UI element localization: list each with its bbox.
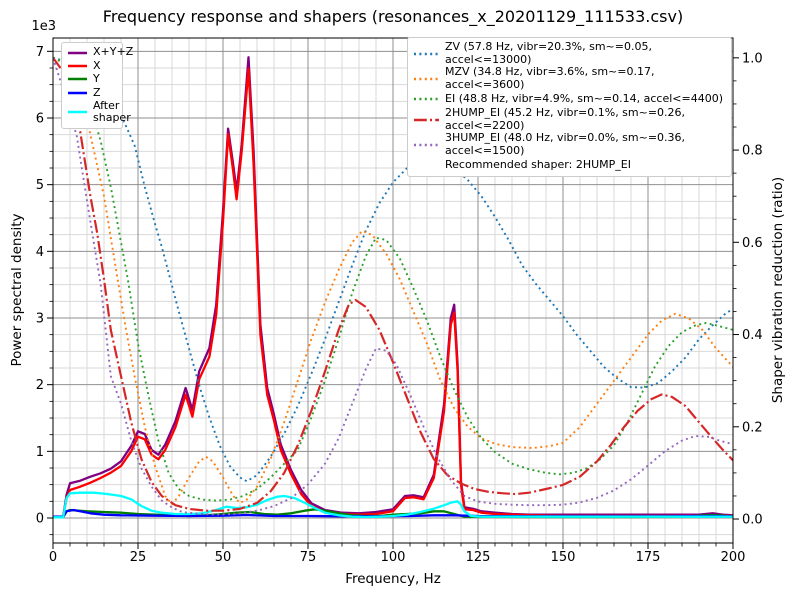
legend-line-sample	[68, 91, 87, 95]
legend-line-sample	[68, 111, 87, 114]
legend-label: Z	[93, 85, 101, 99]
legend-item: 3HUMP_EI (48.0 Hz, vibr=0.0%, sm~=0.36, …	[413, 131, 725, 157]
tick-label: 0	[49, 550, 57, 565]
series-psd_sum	[53, 56, 733, 518]
series-two_hump_ei	[53, 57, 733, 512]
legend-item: 2HUMP_EI (45.2 Hz, vibr=0.1%, sm~=0.26, …	[413, 105, 725, 132]
series-three_hump_ei	[53, 57, 733, 516]
tick-label: 125	[466, 550, 491, 565]
legend-label: After shaper	[93, 98, 131, 125]
legend-label: 3HUMP_EI (48.0 Hz, vibr=0.0%, sm~=0.36, …	[445, 131, 686, 157]
legend-line-sample	[414, 143, 439, 147]
legend-line-sample	[414, 52, 439, 55]
tick-label: 6	[36, 112, 44, 127]
y-axis-offset-label: 1e3	[31, 19, 56, 34]
series-mzv	[53, 56, 733, 506]
y-axis-label-right: Shaper vibration reduction (ratio)	[770, 176, 786, 404]
series-psd_x	[53, 67, 733, 518]
legend-label: X+Y+Z	[93, 45, 134, 59]
legend-item: EI (48.8 Hz, vibr=4.9%, sm~=0.14, accel<…	[413, 92, 725, 107]
tick-label: 100	[381, 550, 406, 565]
tick-label: 0.4	[742, 328, 763, 343]
legend-label: ZV (57.8 Hz, vibr=20.3%, sm~=0.05, accel…	[445, 40, 652, 66]
tick-label: 0	[36, 512, 44, 527]
tick-label: 1.0	[742, 51, 763, 66]
tick-label: 25	[130, 550, 147, 565]
recommended-shaper-text: Recommended shaper: 2HUMP_EI	[445, 157, 631, 171]
tick-label: 75	[300, 550, 317, 565]
legend-item: X+Y+Z	[67, 46, 133, 59]
legend-line-sample	[414, 98, 439, 101]
series-psd_after_shaper	[53, 491, 733, 519]
x-axis-label: Frequency, Hz	[345, 571, 441, 587]
tick-label: 50	[215, 550, 232, 565]
series-zv	[53, 56, 733, 483]
y-axis-label-left: Power spectral density	[9, 213, 25, 367]
tick-label: 0.8	[742, 144, 763, 159]
tick-label: 5	[36, 178, 44, 193]
legend-line-sample	[68, 51, 87, 54]
tick-label: 3	[36, 312, 44, 327]
legend-line-sample	[68, 78, 87, 81]
legend-line-sample	[414, 118, 439, 121]
tick-label: 150	[551, 550, 576, 565]
tick-label: 0.0	[742, 513, 763, 528]
legend-label: Y	[93, 72, 100, 86]
legend-label: 2HUMP_EI (45.2 Hz, vibr=0.1%, sm~=0.26, …	[445, 105, 686, 132]
legend-item: After shaper	[67, 99, 131, 125]
legend-item: Z	[67, 86, 116, 99]
chart-title: Frequency response and shapers (resonanc…	[102, 7, 684, 26]
legend-label: EI (48.8 Hz, vibr=4.9%, sm~=0.14, accel<…	[445, 91, 723, 105]
legend-label: X	[93, 58, 101, 72]
legend-item: X	[67, 59, 116, 72]
tick-label: 175	[636, 550, 661, 565]
tick-label: 0.2	[742, 420, 763, 435]
tick-label: 7	[36, 45, 44, 60]
tick-label: 1	[36, 445, 44, 460]
legend-label: MZV (34.8 Hz, vibr=3.6%, sm~=0.17, accel…	[445, 65, 655, 91]
tick-label: 200	[721, 550, 746, 565]
tick-label: 0.6	[742, 236, 763, 251]
legend-shapers: ZV (57.8 Hz, vibr=20.3%, sm~=0.05, accel…	[407, 37, 732, 177]
legend-item: ZV (57.8 Hz, vibr=20.3%, sm~=0.05, accel…	[413, 40, 725, 66]
legend-note: Recommended shaper: 2HUMP_EI	[413, 158, 725, 173]
legend-psd: X+Y+Z X Y Z After shaper	[61, 42, 133, 129]
legend-item: MZV (34.8 Hz, vibr=3.6%, sm~=0.17, accel…	[413, 65, 725, 91]
legend-item: Y	[67, 73, 116, 86]
tick-label: 4	[36, 245, 44, 260]
legend-line-sample	[68, 64, 87, 68]
tick-label: 2	[36, 378, 44, 393]
legend-line-sample	[414, 77, 439, 81]
